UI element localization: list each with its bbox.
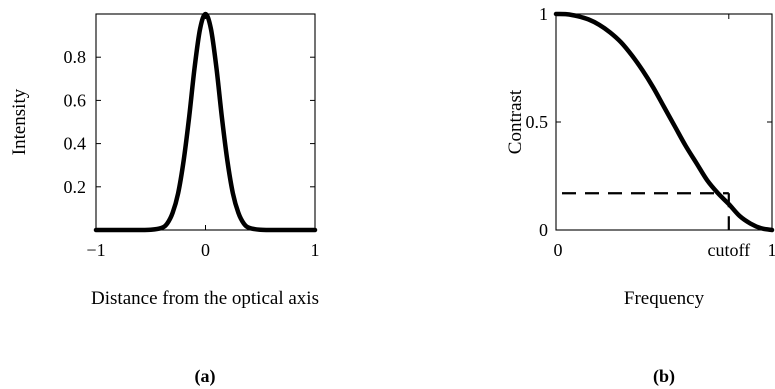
x-tick-label: 0 — [554, 240, 563, 260]
panel-a-ticks — [95, 14, 316, 230]
y-tick-label: 0.4 — [64, 134, 87, 154]
panel-a-chart: −1 0 1 0.2 0.4 0.6 0.8 Distance from the optic… — [9, 11, 320, 387]
y-tick-label: 0.6 — [64, 90, 87, 110]
panel-b-x-axis-label: Frequency — [624, 288, 705, 309]
panel-a-x-axis-label: Distance from the optical axis — [91, 288, 319, 309]
panel-a-y-axis-label: Intensity — [9, 88, 30, 155]
y-tick-label: 0.2 — [64, 177, 87, 197]
x-tick-label: 1 — [311, 240, 320, 260]
panel-b-chart: 0 cutoff 1 0 0.5 1 Frequency Contrast (b) — [505, 4, 775, 387]
panel-b-caption: (b) — [653, 366, 675, 387]
x-tick-label: 0 — [201, 240, 210, 260]
panel-b-series-line — [553, 11, 775, 233]
y-tick-label: 0 — [539, 220, 548, 240]
panel-b-ticks — [555, 13, 773, 231]
y-tick-label: 0.5 — [526, 112, 549, 132]
y-tick-label: 0.8 — [64, 47, 87, 67]
y-tick-label: 1 — [539, 4, 548, 24]
x-tick-label: cutoff — [707, 240, 750, 260]
panel-b-y-axis-label: Contrast — [505, 89, 526, 154]
panel-a-series-line — [93, 11, 318, 233]
panel-b-tick-labels: 0 cutoff 1 0 0.5 1 — [526, 4, 775, 260]
panel-b-plot-frame — [555, 13, 773, 231]
x-tick-label: −1 — [86, 240, 105, 260]
panel-a-tick-labels: −1 0 1 0.2 0.4 0.6 0.8 — [64, 47, 320, 260]
panel-a-caption: (a) — [195, 366, 216, 387]
panel-a-plot-frame — [95, 13, 316, 231]
x-tick-label: 1 — [768, 240, 775, 260]
